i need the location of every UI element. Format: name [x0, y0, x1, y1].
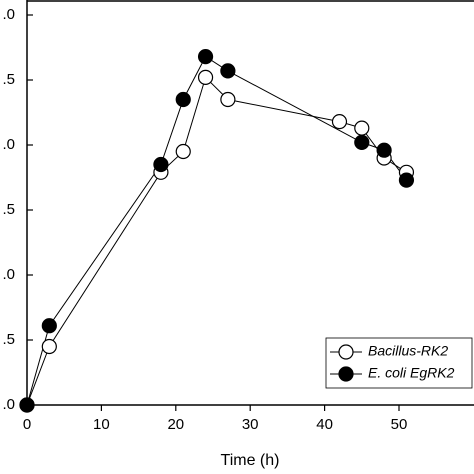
x-tick-label: 0: [23, 416, 31, 433]
data-point: [41, 338, 57, 355]
y-tick-label: .0: [2, 266, 15, 283]
data-point: [354, 134, 370, 150]
data-point: [197, 48, 214, 65]
y-tick-label: .5: [2, 331, 15, 348]
data-point: [354, 120, 370, 136]
data-point: [376, 142, 392, 158]
data-point: [175, 91, 191, 108]
x-tick-label: 50: [391, 416, 408, 433]
x-tick-label: 10: [93, 416, 110, 433]
data-point: [41, 318, 57, 334]
data-point: [153, 156, 169, 173]
y-tick-label: .5: [2, 201, 15, 218]
series-line: [26, 76, 407, 406]
x-tick-label: 30: [242, 416, 259, 433]
y-tick-label: .0: [2, 136, 15, 153]
data-point: [197, 69, 214, 86]
data-point: [398, 172, 415, 188]
data-point: [220, 91, 236, 108]
x-axis-label: Time (h): [221, 452, 280, 469]
data-point: [19, 397, 35, 413]
x-tick-label: 40: [316, 416, 333, 433]
legend-marker: [338, 366, 354, 382]
data-point: [220, 63, 236, 79]
y-tick-label: .5: [2, 71, 15, 88]
data-point: [175, 143, 191, 160]
data-point: [331, 113, 348, 130]
legend-label: Bacillus-RK2: [368, 343, 448, 359]
x-tick-label: 20: [167, 416, 184, 433]
legend-marker: [338, 344, 354, 360]
y-tick-label: .0: [2, 6, 15, 23]
legend-label: E. coli EgRK2: [368, 365, 455, 381]
y-tick-label: .0: [2, 396, 15, 413]
